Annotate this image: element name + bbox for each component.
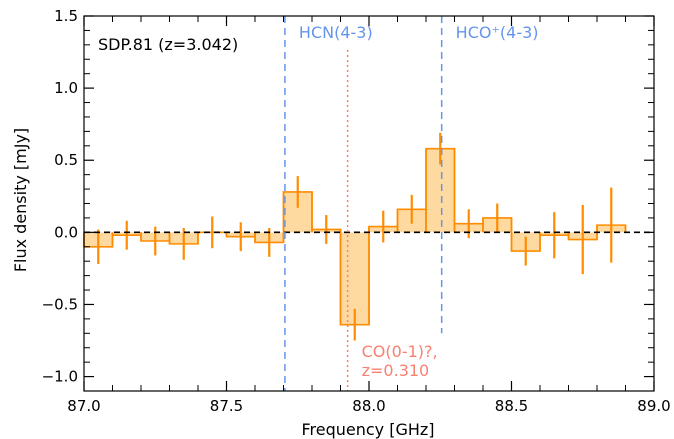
ref-line-label-0: HCN(4-3) [299, 23, 373, 42]
x-tick-label-3: 88.5 [495, 397, 528, 415]
y-tick-label-4: 1.0 [54, 79, 78, 97]
plot-area: HCN(4-3) HCO⁺(4-3) CO(0-1)?,z=0.310 [83, 16, 654, 391]
source-annotation: SDP.81 (z=3.042) [98, 35, 238, 54]
x-tick-label-0: 87.0 [67, 397, 100, 415]
x-tick-label-2: 88.0 [352, 397, 385, 415]
plot-frame [83, 15, 655, 392]
y-axis-label: Flux density [mJy] [11, 128, 30, 272]
y-tick-label-3: 0.5 [54, 151, 78, 169]
y-tick-label-5: 1.5 [54, 7, 78, 25]
y-tick-label-1: −0.5 [42, 295, 78, 313]
ref-line-label-1: HCO⁺(4-3) [456, 23, 539, 42]
x-axis-label: Frequency [GHz] [301, 420, 434, 439]
y-tick-label-2: 0.0 [54, 223, 78, 241]
ref-line-label2-2: z=0.310 [362, 361, 430, 380]
y-tick-label-0: −1.0 [42, 368, 78, 386]
ref-line-label-2: CO(0-1)?, [362, 342, 438, 361]
x-tick-label-4: 89.0 [637, 397, 670, 415]
x-tick-label-1: 87.5 [210, 397, 243, 415]
axes: 87.0 87.5 88.0 88.5 89.0 −1.0 −0.5 0.0 0.5 1.0 1.5 [42, 7, 671, 415]
